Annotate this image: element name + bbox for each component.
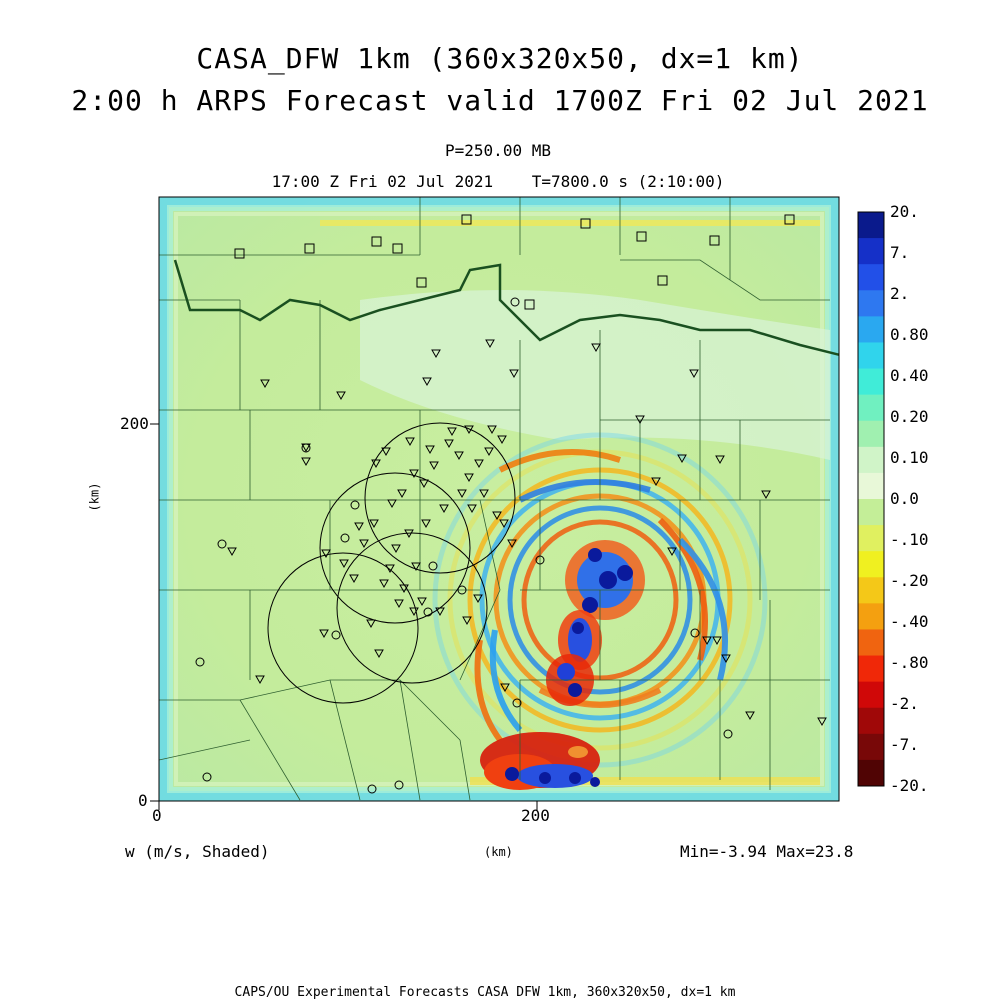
station-triangles bbox=[227, 339, 827, 727]
colorbar-label: 0.80 bbox=[890, 325, 929, 344]
colorbar-label: -.80 bbox=[890, 653, 929, 672]
colorbar-swatch bbox=[858, 603, 884, 630]
colorbar-label: 0.0 bbox=[890, 489, 919, 508]
chart-title-line-1: CASA_DFW 1km (360x320x50, dx=1 km) bbox=[196, 42, 804, 75]
colorbar-label: 0.40 bbox=[890, 366, 929, 385]
colorbar-label: 2. bbox=[890, 284, 910, 303]
valid-time-label: 17:00 Z Fri 02 Jul 2021 T=7800.0 s (2:10… bbox=[271, 172, 725, 191]
colorbar-swatch bbox=[858, 472, 884, 500]
colorbar-swatch bbox=[858, 212, 884, 239]
colorbar bbox=[857, 211, 885, 787]
colorbar-swatch bbox=[858, 655, 884, 683]
colorbar-swatch bbox=[858, 577, 884, 604]
colorbar-swatch bbox=[858, 394, 884, 422]
colorbar-swatch bbox=[858, 420, 884, 448]
axis-ticks bbox=[150, 423, 538, 810]
colorbar-swatch bbox=[858, 499, 884, 526]
colorbar-label: 20. bbox=[890, 202, 919, 221]
plot-frame bbox=[158, 196, 840, 802]
station-markers bbox=[195, 214, 795, 794]
colorbar-swatch bbox=[858, 629, 884, 657]
colorbar-label: -.40 bbox=[890, 612, 929, 631]
colorbar-swatch bbox=[858, 759, 884, 787]
x-axis-label: (km) bbox=[484, 845, 513, 859]
colorbar-label: -20. bbox=[890, 776, 929, 795]
colorbar-label: -2. bbox=[890, 694, 919, 713]
colorbar-swatch bbox=[858, 342, 884, 370]
state-boundary bbox=[173, 259, 839, 357]
colorbar-swatch bbox=[858, 290, 884, 317]
colorbar-swatch bbox=[858, 238, 884, 265]
colorbar-label: 0.20 bbox=[890, 407, 929, 426]
colorbar-swatch bbox=[858, 525, 884, 552]
x-tick-label: 0 bbox=[152, 806, 162, 825]
colorbar-swatch bbox=[858, 368, 884, 396]
radar-range-rings bbox=[267, 422, 516, 704]
colorbar-swatch bbox=[858, 551, 884, 578]
colorbar-label: -7. bbox=[890, 735, 919, 754]
chart-title-line-2: 2:00 h ARPS Forecast valid 1700Z Fri 02 … bbox=[71, 84, 929, 117]
colorbar-swatch bbox=[858, 733, 884, 761]
pressure-level-label: P=250.00 MB bbox=[445, 141, 551, 160]
colorbar-frame bbox=[857, 211, 885, 787]
y-tick-label: 200 bbox=[120, 414, 149, 433]
x-tick-label: 200 bbox=[521, 806, 550, 825]
colorbar-swatch bbox=[858, 681, 884, 709]
colorbar-swatch bbox=[858, 316, 884, 343]
colorbar-label: 7. bbox=[890, 243, 910, 262]
convective-cells bbox=[480, 540, 645, 790]
colorbar-swatch bbox=[858, 264, 884, 291]
colorbar-label: 0.10 bbox=[890, 448, 929, 467]
colorbar-swatch bbox=[858, 446, 884, 474]
variable-label: w (m/s, Shaded) bbox=[125, 842, 270, 861]
colorbar-label: -.20 bbox=[890, 571, 929, 590]
county-boundaries bbox=[159, 197, 830, 801]
colorbar-label: -.10 bbox=[890, 530, 929, 549]
y-tick-label: 0 bbox=[138, 791, 148, 810]
colorbar-swatch bbox=[858, 707, 884, 735]
min-max-label: Min=-3.94 Max=23.8 bbox=[680, 842, 854, 861]
footer-credit: CAPS/OU Experimental Forecasts CASA DFW … bbox=[234, 985, 736, 1000]
y-axis-label: (km) bbox=[87, 482, 102, 512]
